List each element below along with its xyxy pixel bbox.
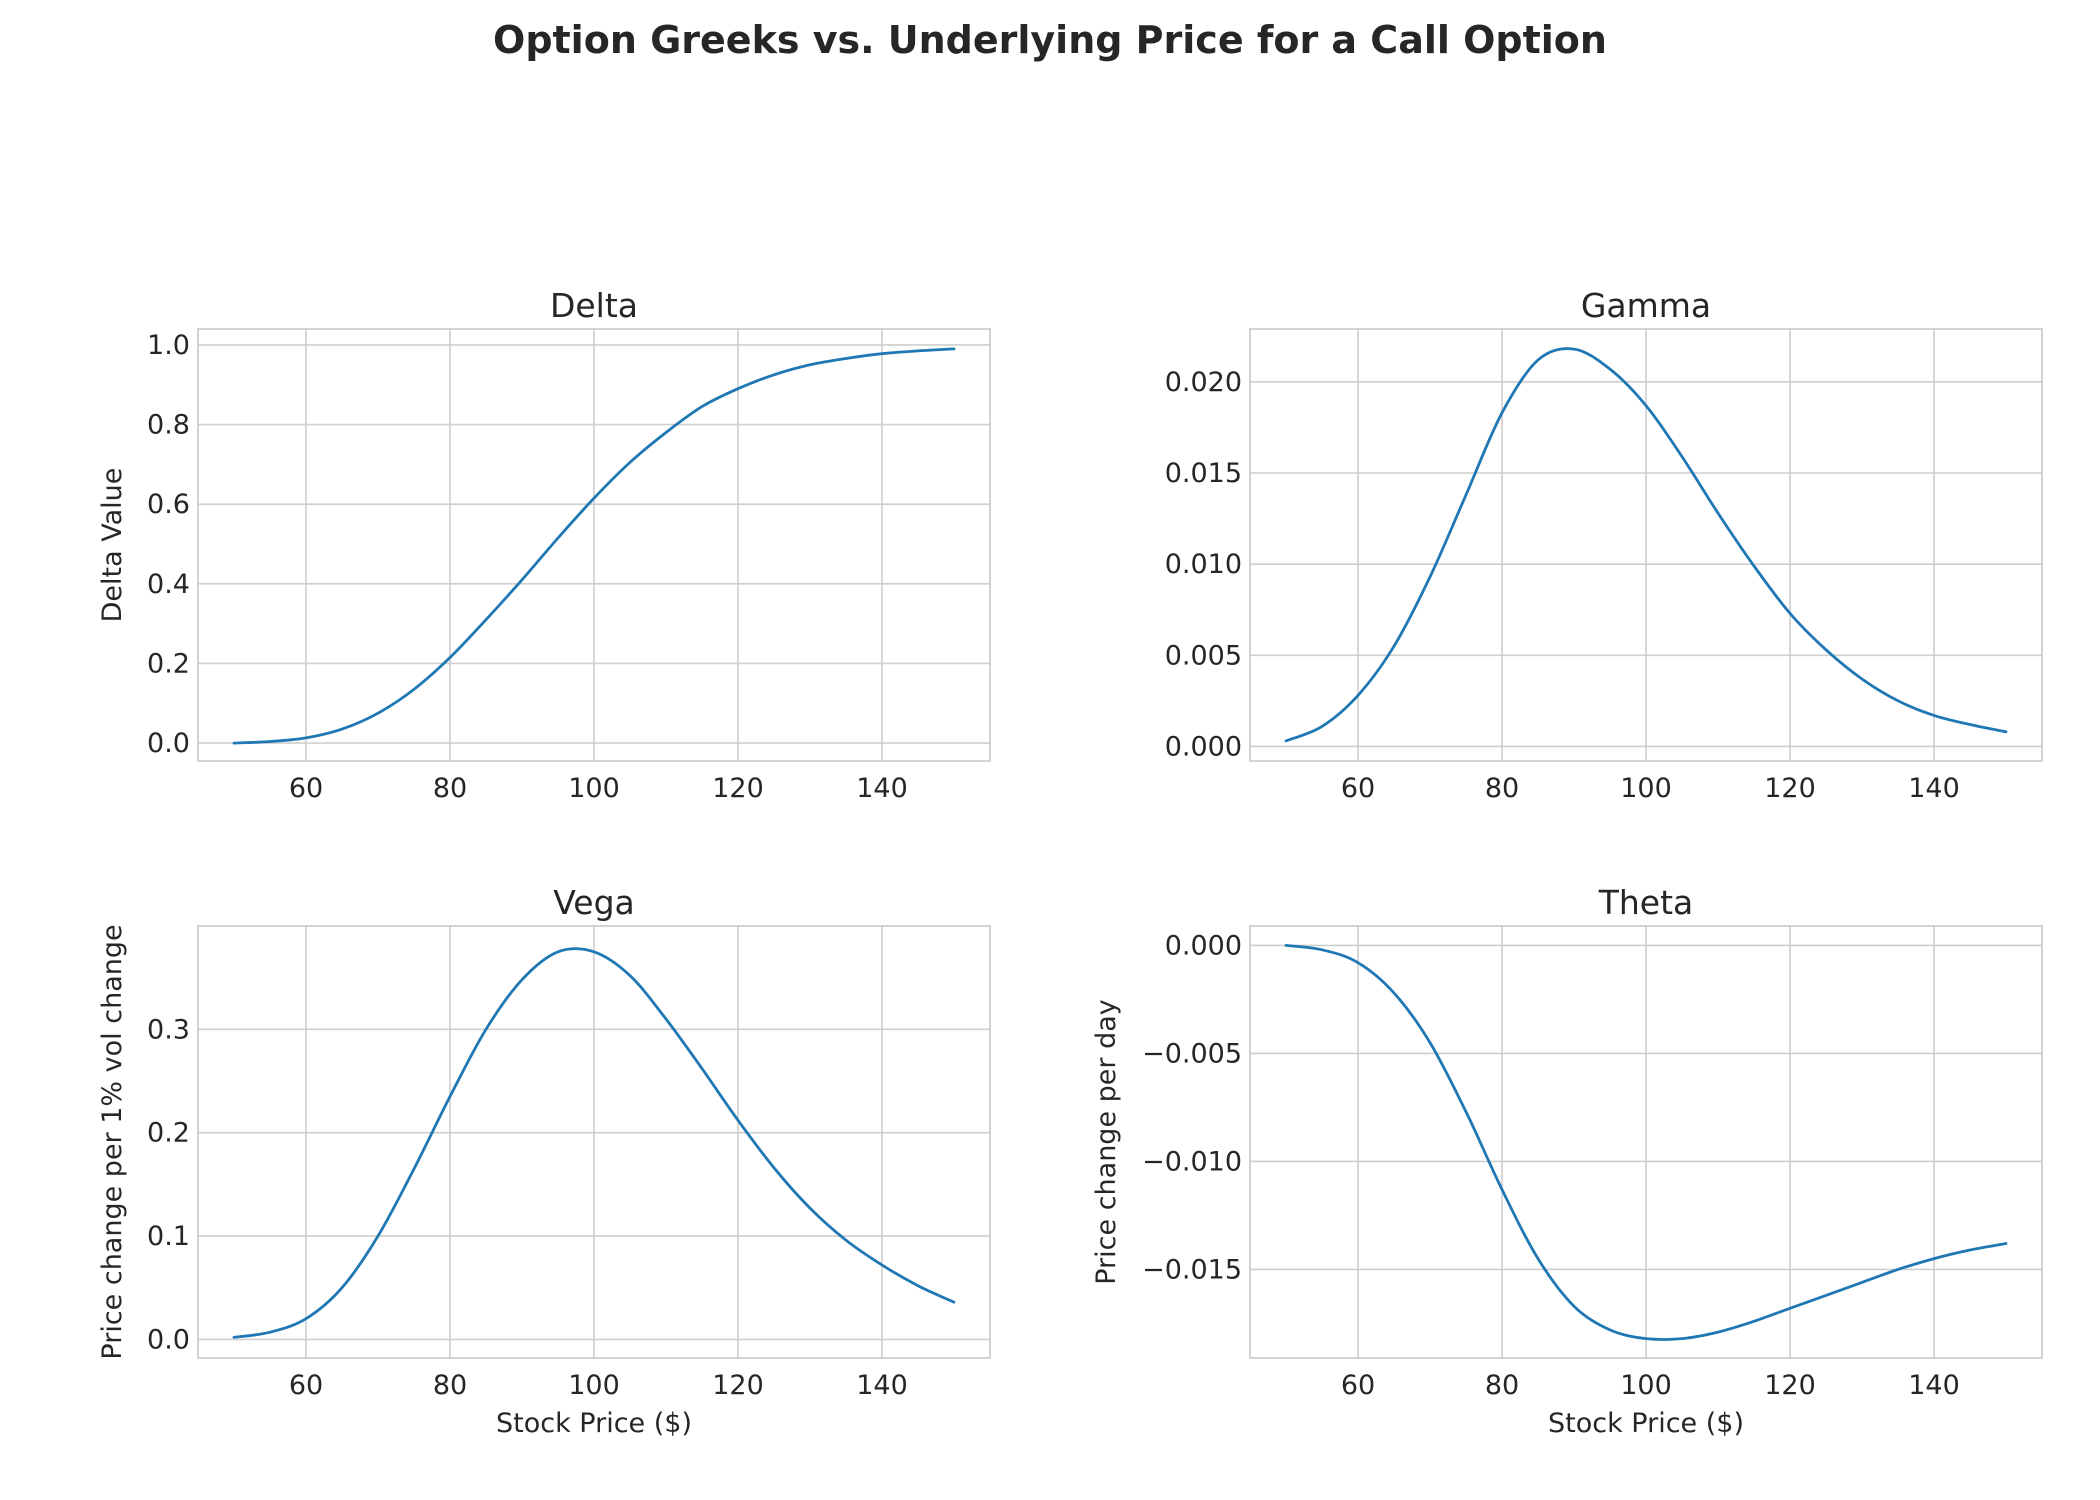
delta-xtick-label: 140 <box>856 773 908 804</box>
theta-panel: 60 80 100 120 140 0.000 −0.005 −0.010 −0.015 Thet… <box>1091 883 2043 1439</box>
gamma-ytick-label: 0.010 <box>1165 549 1242 580</box>
delta-ytick-label: 0.6 <box>147 489 190 520</box>
vega-panel: 60 80 100 120 140 0.0 0.1 0.2 0.3 Vega Stock Price… <box>97 883 991 1439</box>
theta-ytick-label: 0.000 <box>1165 930 1242 961</box>
theta-xtick-label: 120 <box>1764 1370 1816 1401</box>
delta-ytick-label: 0.2 <box>147 648 190 679</box>
theta-series-line <box>1284 944 2008 1341</box>
theta-xtick-label: 100 <box>1620 1370 1672 1401</box>
gamma-ytick-label: 0.015 <box>1165 458 1242 489</box>
theta-x-axis-label: Stock Price ($) <box>1548 1408 1744 1439</box>
delta-xtick-label: 120 <box>712 773 764 804</box>
gamma-xtick-label: 140 <box>1908 773 1960 804</box>
delta-ytick-label: 1.0 <box>147 330 190 361</box>
gamma-series-line <box>1284 347 2008 743</box>
gamma-ytick-label: 0.005 <box>1165 640 1242 671</box>
vega-x-axis-label: Stock Price ($) <box>496 1408 692 1439</box>
delta-series-line <box>232 347 956 745</box>
delta-xtick-label: 80 <box>433 773 467 804</box>
delta-ytick-label: 0.0 <box>147 728 190 759</box>
gamma-xtick-label: 80 <box>1485 773 1519 804</box>
theta-xtick-label: 80 <box>1485 1370 1519 1401</box>
theta-ytick-label: −0.010 <box>1142 1146 1242 1177</box>
vega-series-line <box>232 947 956 1339</box>
vega-y-axis-label: Price change per 1% vol change <box>97 924 128 1359</box>
theta-xtick-label: 140 <box>1908 1370 1960 1401</box>
gamma-chart-title: Gamma <box>1581 286 1711 325</box>
delta-chart-title: Delta <box>550 286 638 325</box>
delta-xtick-label: 100 <box>568 773 620 804</box>
delta-panel: 60 80 100 120 140 0.0 0.2 0.4 0.6 0.8 1.0 Delta Delt… <box>97 286 991 804</box>
delta-xtick-label: 60 <box>289 773 323 804</box>
gamma-ytick-label: 0.000 <box>1165 731 1242 762</box>
theta-y-axis-label: Price change per day <box>1091 999 1122 1285</box>
delta-ytick-label: 0.4 <box>147 569 190 600</box>
vega-xtick-label: 80 <box>433 1370 467 1401</box>
vega-ytick-label: 0.1 <box>147 1221 190 1252</box>
delta-plot-frame <box>197 328 991 762</box>
vega-xtick-label: 100 <box>568 1370 620 1401</box>
vega-xtick-label: 60 <box>289 1370 323 1401</box>
theta-ytick-label: −0.005 <box>1142 1038 1242 1069</box>
vega-ytick-label: 0.0 <box>147 1324 190 1355</box>
vega-xtick-label: 120 <box>712 1370 764 1401</box>
gamma-ytick-label: 0.020 <box>1165 367 1242 398</box>
gamma-xtick-label: 100 <box>1620 773 1672 804</box>
theta-xtick-label: 60 <box>1341 1370 1375 1401</box>
gamma-xtick-label: 60 <box>1341 773 1375 804</box>
theta-chart-title: Theta <box>1598 883 1694 922</box>
vega-xtick-label: 140 <box>856 1370 908 1401</box>
delta-ytick-label: 0.8 <box>147 410 190 441</box>
delta-y-axis-label: Delta Value <box>97 468 128 623</box>
vega-ytick-label: 0.3 <box>147 1014 190 1045</box>
gamma-xtick-label: 120 <box>1764 773 1816 804</box>
vega-ytick-label: 0.2 <box>147 1118 190 1149</box>
vega-chart-title: Vega <box>553 883 635 922</box>
theta-plot-frame <box>1249 925 2043 1359</box>
figure-title: Option Greeks vs. Underlying Price for a… <box>493 18 1607 62</box>
vega-plot-frame <box>197 925 991 1359</box>
gamma-plot-frame <box>1249 328 2043 762</box>
gamma-panel: 60 80 100 120 140 0.000 0.005 0.010 0.015 0.020 Ga… <box>1165 286 2043 804</box>
theta-ytick-label: −0.015 <box>1142 1254 1242 1285</box>
